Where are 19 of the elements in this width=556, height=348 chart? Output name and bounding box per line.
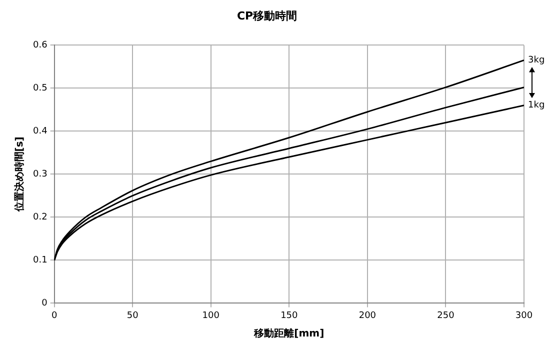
y-tick-label: 0.1 [32, 256, 48, 266]
x-tick-label: 200 [358, 310, 376, 321]
x-tick-label: 300 [515, 310, 533, 321]
y-tick-label: 0.5 [32, 84, 48, 94]
y-tick-label: 0.2 [32, 212, 48, 223]
legend-label: 1kg [528, 100, 545, 111]
x-tick-label: 50 [126, 310, 139, 321]
y-axis-title: 位置決め時間[s] [14, 136, 26, 213]
x-axis-title: 移動距離[mm] [253, 328, 324, 340]
chart-title: CP移動時間 [236, 9, 298, 22]
x-tick-label: 0 [51, 310, 58, 321]
y-tick-label: 0.6 [32, 40, 48, 51]
x-tick-label: 250 [437, 310, 455, 321]
y-tick-label: 0.4 [32, 126, 48, 137]
y-tick-label: 0.3 [32, 170, 48, 180]
x-tick-label: 100 [202, 310, 220, 321]
y-tick-label: 0 [42, 298, 48, 309]
x-tick-label: 150 [280, 310, 298, 321]
series-label: 3kg [528, 56, 545, 66]
